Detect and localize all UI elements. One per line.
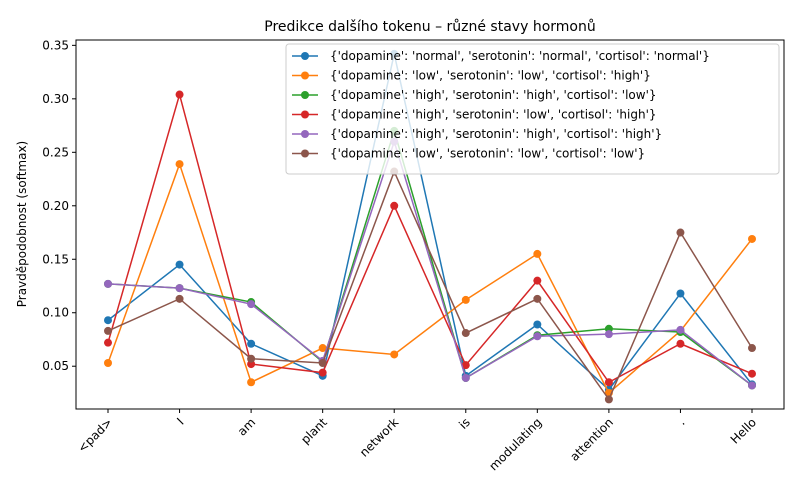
data-point [461, 329, 470, 338]
data-point [533, 332, 542, 341]
data-point [104, 279, 112, 288]
data-point [676, 289, 685, 298]
data-point [104, 316, 112, 325]
x-tick-label: . [675, 415, 688, 428]
y-tick-label: 0.35 [42, 38, 69, 52]
data-point [604, 378, 613, 387]
data-point [461, 361, 470, 370]
x-tick-label: I [174, 415, 186, 427]
data-point [175, 160, 184, 169]
y-tick-label: 0.30 [42, 92, 69, 106]
x-tick-label: attention [567, 415, 616, 464]
data-point [748, 381, 756, 390]
legend-entry: {'dopamine': 'low', 'serotonin': 'low', … [292, 69, 651, 83]
x-tick-label: is [456, 415, 473, 432]
series-line [107, 139, 753, 387]
legend-entry: {'dopamine': 'high', 'serotonin': 'low',… [292, 108, 657, 122]
data-point [247, 378, 256, 387]
data-point [318, 368, 327, 377]
data-point [175, 90, 184, 99]
data-point [175, 260, 184, 269]
y-tick-label: 0.05 [42, 359, 69, 373]
data-point [104, 338, 112, 347]
legend-entry: {'dopamine': 'high', 'serotonin': 'high'… [292, 127, 662, 141]
data-point [390, 350, 399, 359]
legend-label: {'dopamine': 'low', 'serotonin': 'low', … [330, 69, 651, 83]
legend-marker [301, 149, 309, 158]
data-point [390, 201, 399, 210]
series-line [107, 169, 753, 401]
data-point [247, 354, 256, 363]
data-point [676, 339, 685, 348]
plot-frame [75, 39, 785, 410]
x-tick-label: network [357, 415, 401, 459]
series-4 [104, 90, 756, 387]
legend-marker [301, 130, 309, 138]
data-point [461, 295, 470, 304]
data-point [247, 339, 256, 348]
legend-entry: {'dopamine': 'normal', 'serotonin': 'nor… [292, 49, 710, 63]
x-tick-label: <pad> [75, 415, 115, 455]
legend-label: {'dopamine': 'high', 'serotonin': 'low',… [330, 108, 657, 122]
y-tick-label: 0.25 [42, 145, 69, 159]
data-point [461, 373, 470, 382]
data-point [533, 249, 542, 258]
series-5 [104, 137, 756, 390]
legend-label: {'dopamine': 'high', 'serotonin': 'high'… [330, 127, 662, 141]
series-line [107, 53, 753, 391]
legend-marker [301, 52, 309, 60]
legend-label: {'dopamine': 'high', 'serotonin': 'high'… [330, 88, 657, 102]
series-line [107, 128, 753, 387]
data-point [533, 276, 542, 285]
data-point [748, 369, 756, 378]
legend: {'dopamine': 'normal', 'serotonin': 'nor… [285, 43, 780, 175]
legend-marker [301, 91, 309, 99]
data-point [604, 330, 613, 339]
legend-entry: {'dopamine': 'low', 'serotonin': 'low', … [292, 147, 645, 161]
legend-entry: {'dopamine': 'high', 'serotonin': 'high'… [292, 88, 657, 102]
x-tick-label: am [235, 415, 258, 438]
chart-title: Predikce dalšího tokenu – různé stavy ho… [264, 19, 595, 35]
data-point [533, 320, 542, 329]
x-tick-label: plant [298, 415, 330, 447]
data-point [533, 294, 542, 303]
legend-box [285, 43, 780, 175]
data-point [104, 359, 112, 368]
plot-area [104, 49, 756, 404]
series-2 [104, 160, 756, 397]
legend-marker [301, 71, 309, 80]
data-point [676, 325, 685, 334]
legend-label: {'dopamine': 'normal', 'serotonin': 'nor… [330, 49, 710, 63]
data-point [318, 359, 327, 368]
data-point [676, 228, 685, 237]
series-6 [104, 167, 756, 404]
y-axis-label: Pravděpodobnost (softmax) [15, 141, 29, 308]
y-tick-label: 0.20 [42, 199, 69, 213]
legend-marker [301, 110, 309, 119]
series-line [107, 161, 753, 395]
legend-label: {'dopamine': 'low', 'serotonin': 'low', … [330, 147, 645, 161]
data-point [748, 344, 756, 353]
y-tick-label: 0.10 [42, 306, 69, 320]
data-point [318, 344, 327, 353]
data-point [175, 294, 184, 303]
data-point [247, 300, 256, 309]
x-tick-label: Hello [728, 415, 759, 446]
y-axis: 0.05 0.10 0.15 0.20 0.25 0.30 0.35 [42, 38, 76, 373]
x-tick-label: modulating [486, 415, 544, 473]
data-point [104, 326, 112, 335]
data-point [748, 234, 756, 243]
y-tick-label: 0.15 [42, 252, 69, 266]
data-point [604, 395, 613, 404]
data-point [175, 284, 184, 293]
series-line [107, 91, 753, 384]
